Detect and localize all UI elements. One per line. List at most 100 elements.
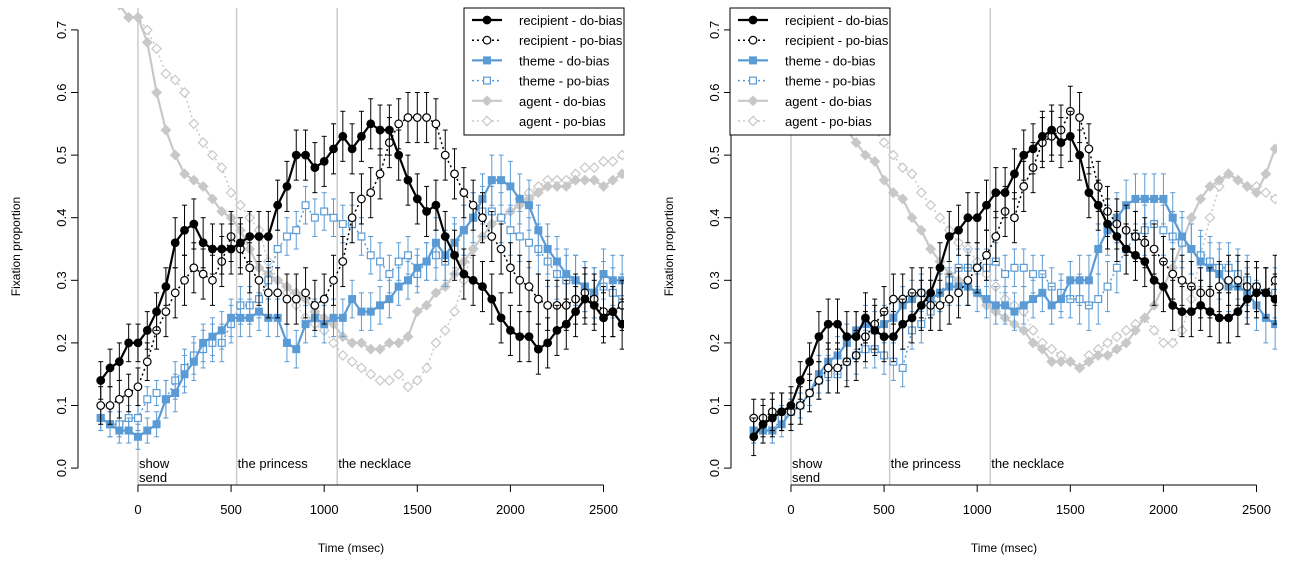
marker <box>301 288 310 298</box>
marker <box>170 288 180 298</box>
marker <box>944 294 954 304</box>
marker <box>786 401 796 410</box>
marker <box>1037 131 1047 141</box>
marker <box>1140 257 1150 266</box>
marker <box>188 118 200 130</box>
marker <box>1120 337 1132 349</box>
marker <box>282 232 291 241</box>
marker <box>348 295 357 304</box>
marker <box>1019 263 1028 272</box>
marker <box>982 200 991 210</box>
marker <box>1252 288 1261 298</box>
marker <box>1149 275 1159 285</box>
marker <box>291 294 301 304</box>
marker <box>506 182 515 191</box>
marker <box>337 349 349 361</box>
marker <box>282 338 291 347</box>
marker <box>963 275 973 285</box>
marker <box>346 337 358 349</box>
marker <box>934 212 946 224</box>
marker <box>954 288 963 298</box>
marker <box>393 368 405 380</box>
x-tick-label: 2000 <box>496 502 525 517</box>
marker <box>1111 343 1123 355</box>
legend-box <box>729 7 891 136</box>
x-tick-label: 1000 <box>963 502 992 517</box>
marker <box>123 11 135 23</box>
marker <box>1111 331 1123 343</box>
y-tick-label: 0.2 <box>707 334 722 352</box>
marker <box>430 287 442 299</box>
marker <box>887 149 899 161</box>
marker <box>234 199 246 211</box>
marker <box>105 401 115 410</box>
marker <box>1094 245 1103 254</box>
marker <box>411 375 423 386</box>
marker <box>524 332 534 342</box>
marker <box>394 119 404 129</box>
y-tick-label: 0.7 <box>54 21 69 39</box>
legend-label: recipient - do-bias <box>785 13 889 28</box>
marker <box>1075 276 1084 285</box>
marker <box>431 119 441 129</box>
marker <box>552 257 561 266</box>
marker <box>814 376 824 385</box>
marker <box>1047 301 1056 310</box>
marker <box>1167 337 1179 349</box>
marker <box>1084 144 1094 154</box>
marker <box>1149 244 1159 254</box>
marker <box>888 332 898 342</box>
marker <box>301 320 310 329</box>
series-line <box>100 116 623 407</box>
marker <box>571 307 580 317</box>
marker <box>355 362 367 374</box>
marker <box>346 356 358 368</box>
marker <box>180 275 189 285</box>
marker <box>748 56 757 65</box>
marker <box>142 325 152 335</box>
marker <box>208 275 217 285</box>
marker <box>412 113 422 122</box>
marker <box>1047 125 1057 135</box>
marker <box>357 131 366 141</box>
marker <box>1094 295 1103 304</box>
marker <box>385 270 394 279</box>
marker <box>133 414 142 423</box>
marker <box>151 43 163 55</box>
marker <box>170 238 180 248</box>
marker <box>468 200 478 210</box>
marker <box>1001 270 1010 279</box>
marker <box>1213 174 1225 186</box>
marker <box>152 388 161 397</box>
x-axis-label: Time (msec) <box>971 541 1037 555</box>
marker <box>450 169 459 179</box>
marker <box>916 300 926 310</box>
marker <box>525 201 534 210</box>
marker <box>227 313 236 322</box>
marker <box>1038 288 1047 297</box>
marker <box>1140 194 1149 203</box>
marker <box>478 282 487 291</box>
legend-label: recipient - do-bias <box>519 13 623 28</box>
marker <box>1177 307 1187 317</box>
marker <box>329 275 338 285</box>
annotation-label: send <box>139 470 167 485</box>
marker <box>926 288 936 298</box>
marker <box>310 300 320 310</box>
x-axis-label: Time (msec) <box>318 541 384 555</box>
marker <box>422 113 432 122</box>
marker <box>497 176 506 185</box>
marker <box>431 200 441 210</box>
marker <box>758 419 768 429</box>
marker <box>105 363 115 373</box>
marker <box>1010 307 1019 316</box>
marker <box>245 263 255 273</box>
marker <box>1241 180 1253 192</box>
marker <box>320 207 329 216</box>
marker <box>217 244 227 254</box>
marker <box>925 199 937 211</box>
marker <box>254 232 264 241</box>
marker <box>1075 150 1085 160</box>
marker <box>133 382 143 392</box>
